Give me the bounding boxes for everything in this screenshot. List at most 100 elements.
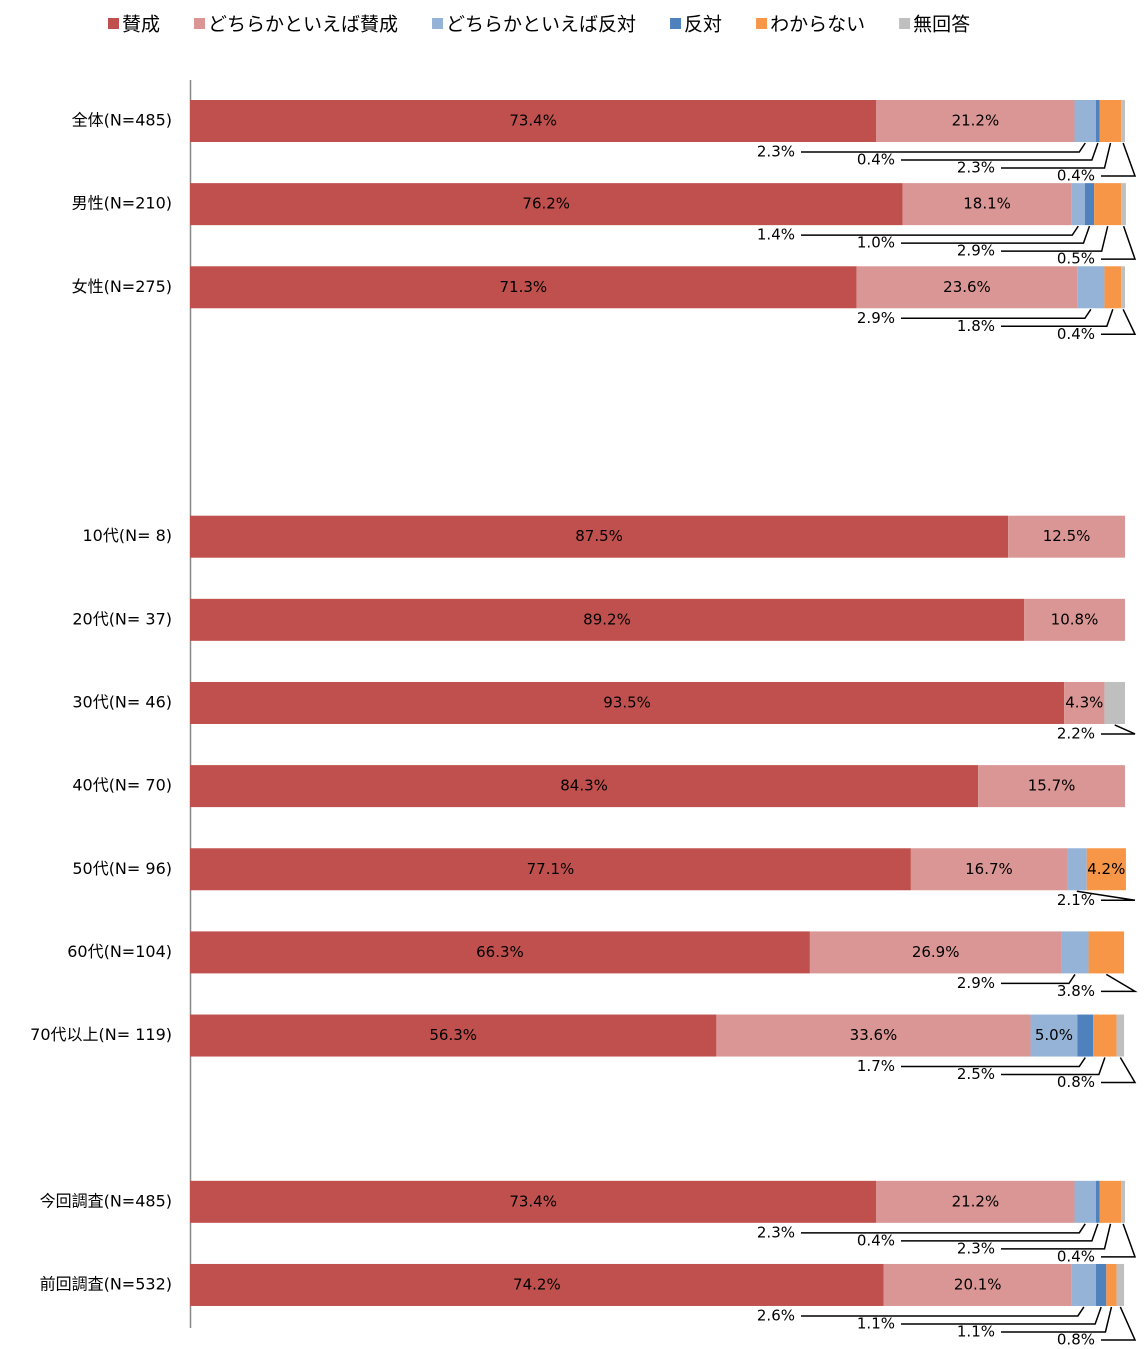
value-label: 1.8% [957, 317, 995, 335]
bar-segment [190, 931, 810, 974]
value-label: 56.3% [429, 1026, 477, 1044]
value-label: 1.7% [857, 1057, 895, 1075]
bar-segment [190, 848, 911, 891]
value-label: 0.4% [1057, 1247, 1095, 1265]
bar-segment [876, 100, 1075, 142]
value-label: 21.2% [952, 112, 1000, 130]
leader-line [801, 1306, 1085, 1317]
bar-segment [1121, 266, 1125, 309]
value-label: 4.3% [1065, 693, 1103, 711]
leader-line [1101, 973, 1138, 993]
leader-line [1101, 1223, 1137, 1258]
bar-segment [1074, 100, 1097, 142]
bar-segment [883, 1263, 1072, 1306]
value-label: 84.3% [560, 777, 608, 795]
bar-segment [1093, 1014, 1117, 1057]
legend-swatch [194, 18, 206, 29]
bar-segment [1121, 100, 1125, 142]
bar-segment [910, 848, 1068, 891]
leader-line [801, 225, 1079, 236]
category-label: 10代(N= 8) [83, 526, 173, 545]
leader-line [1101, 142, 1137, 177]
value-label: 0.8% [1057, 1073, 1095, 1091]
value-label: 1.1% [957, 1322, 995, 1340]
value-label: 2.9% [957, 242, 995, 260]
value-label: 73.4% [509, 1192, 557, 1210]
bar-segment [1099, 1180, 1122, 1223]
leader-line [901, 142, 1099, 161]
category-label: 30代(N= 46) [72, 692, 172, 711]
bar-segment [1067, 848, 1087, 891]
value-label: 2.9% [957, 974, 995, 992]
bar-segment [1061, 931, 1089, 974]
bar-segment [190, 515, 1009, 558]
bar-segment [1104, 681, 1125, 724]
legend-swatch [670, 18, 682, 29]
category-label: 今回調査(N=485) [40, 1191, 172, 1210]
bar-segment [1086, 848, 1126, 891]
leader-line [1001, 142, 1112, 169]
value-label: 2.9% [857, 309, 895, 327]
value-label: 4.2% [1087, 860, 1125, 878]
bar-segment [902, 183, 1072, 226]
bar-segment [1121, 183, 1126, 226]
legend-label: 賛成 [122, 14, 160, 36]
value-label: 0.4% [1057, 167, 1095, 185]
bar-segment [190, 1014, 717, 1057]
value-label: 12.5% [1043, 527, 1091, 545]
value-label: 33.6% [850, 1026, 898, 1044]
value-label: 73.4% [509, 112, 557, 130]
value-label: 89.2% [583, 610, 631, 628]
legend-swatch [756, 18, 768, 29]
bar-segment [1071, 1263, 1097, 1306]
leader-line [901, 1223, 1099, 1242]
bar-segment [190, 266, 857, 309]
bar-segment [1121, 1180, 1125, 1223]
bar-segment [1084, 183, 1095, 226]
value-label: 5.0% [1035, 1026, 1073, 1044]
bar-segment [190, 1180, 877, 1223]
value-label: 2.3% [957, 159, 995, 177]
bar-segment [1064, 681, 1105, 724]
leader-line [1101, 724, 1136, 735]
value-label: 15.7% [1028, 777, 1076, 795]
value-label: 2.3% [757, 1223, 795, 1241]
bar-segment [1077, 1014, 1094, 1057]
leader-line [801, 1223, 1086, 1234]
legend-swatch [432, 18, 444, 29]
leader-line [1076, 890, 1136, 902]
legend-label: 無回答 [913, 14, 970, 36]
bar-segment [716, 1014, 1031, 1057]
leader-line [1001, 225, 1109, 252]
value-label: 2.3% [757, 143, 795, 161]
bar-segment [190, 598, 1025, 641]
category-label: 50代(N= 96) [72, 859, 172, 878]
value-label: 0.5% [1057, 250, 1095, 268]
legend-swatch [108, 18, 119, 29]
value-label: 77.1% [527, 860, 575, 878]
legend-label: どちらかといえば賛成 [208, 14, 398, 36]
leader-line [1001, 973, 1076, 985]
bar-segment [1074, 1180, 1097, 1223]
value-label: 0.4% [857, 151, 895, 169]
category-label: 全体(N=485) [72, 111, 172, 130]
value-label: 2.2% [1057, 724, 1095, 742]
bar-segment [978, 765, 1125, 808]
value-label: 3.8% [1057, 982, 1095, 1000]
bar-segment [1099, 100, 1122, 142]
bar-segment [1096, 100, 1100, 142]
bar-segment [190, 183, 903, 226]
bar-segment [1008, 515, 1125, 558]
value-label: 0.4% [857, 1231, 895, 1249]
value-label: 20.1% [954, 1275, 1002, 1293]
value-label: 26.9% [912, 943, 960, 961]
bar-segment [1024, 598, 1125, 641]
value-label: 23.6% [943, 278, 991, 296]
leader-line [1101, 308, 1137, 336]
value-label: 18.1% [963, 195, 1011, 213]
value-label: 71.3% [499, 278, 547, 296]
bar-segment [190, 765, 979, 808]
value-label: 0.4% [1057, 325, 1095, 343]
category-label: 40代(N= 70) [72, 776, 172, 795]
